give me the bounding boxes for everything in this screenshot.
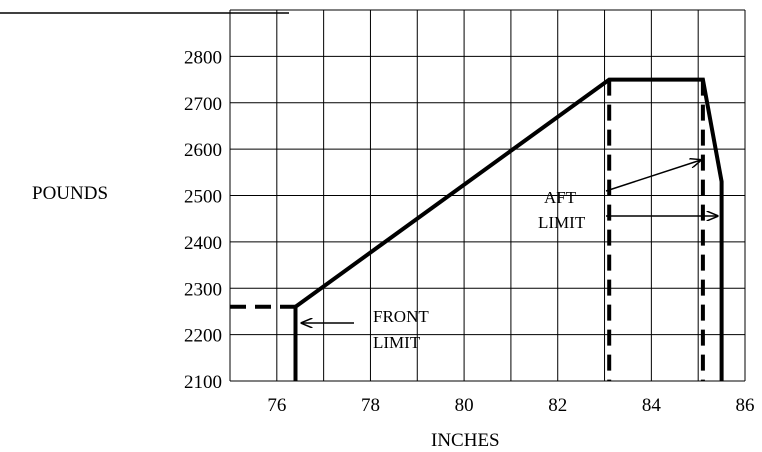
envelope-lines: [230, 77, 724, 381]
aft-limit-label-line2: LIMIT: [538, 213, 586, 232]
x-tick-label: 82: [548, 395, 567, 416]
x-tick-label: 80: [455, 395, 474, 416]
y-tick-label: 2800: [184, 47, 222, 68]
y-tick-label: 2100: [184, 372, 222, 393]
limit-arrows: [302, 160, 718, 323]
x-tick-label: 84: [642, 395, 662, 416]
y-tick-label: 2600: [184, 140, 222, 161]
axis-ticks: 2100 2200 2300 2400 2500 2600 2700 2800 76 78 80 82…: [184, 47, 755, 416]
front-limit-label-line2: LIMIT: [373, 333, 421, 352]
y-tick-label: 2700: [184, 94, 222, 115]
aft-limit-label-line1: AFT: [544, 188, 577, 207]
x-tick-label: 86: [736, 395, 755, 416]
x-tick-label: 76: [267, 395, 286, 416]
plot-grid: [229, 9, 746, 382]
y-axis-title: POUNDS: [32, 183, 108, 204]
x-axis-title: INCHES: [431, 430, 500, 451]
y-tick-label: 2300: [184, 279, 222, 300]
y-tick-label: 2200: [184, 326, 222, 347]
y-tick-label: 2400: [184, 233, 222, 254]
y-tick-label: 2500: [184, 187, 222, 208]
aft-limit-arrow-upper: [605, 160, 701, 192]
front-limit-label-line1: FRONT: [373, 307, 429, 326]
x-tick-label: 78: [361, 395, 380, 416]
cg-envelope-line: [293, 77, 724, 381]
